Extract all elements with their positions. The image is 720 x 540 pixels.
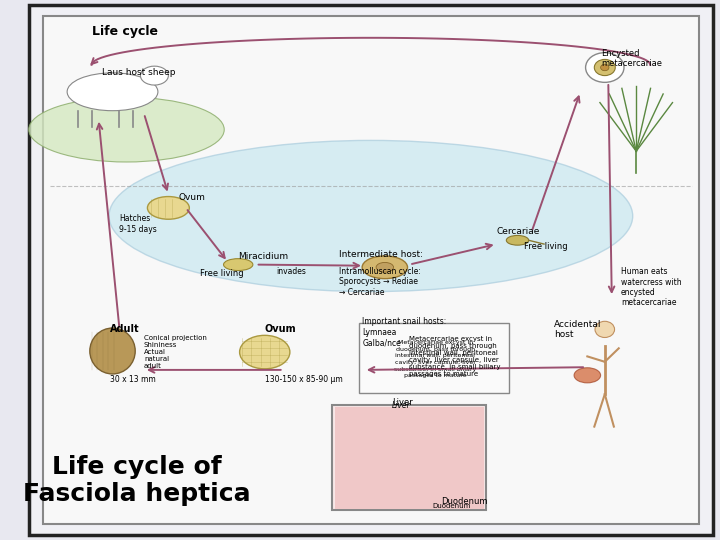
Text: 30 x 13 mm: 30 x 13 mm — [110, 375, 156, 383]
FancyBboxPatch shape — [42, 16, 699, 524]
Ellipse shape — [148, 197, 189, 219]
Text: invades: invades — [276, 267, 307, 275]
Text: Ovum: Ovum — [179, 193, 206, 201]
Text: Metacercariae excyst in
duodenum, pass through
intestinal wall, peritoneal
cavit: Metacercariae excyst in duodenum, pass t… — [409, 336, 501, 377]
Text: Encysted
metacercariae: Encysted metacercariae — [601, 49, 662, 68]
Text: Intermediate host:: Intermediate host: — [339, 251, 423, 259]
Text: Free living: Free living — [524, 242, 568, 251]
FancyBboxPatch shape — [29, 5, 713, 535]
Text: Miracidium: Miracidium — [238, 252, 288, 261]
Text: Ovum: Ovum — [265, 325, 297, 334]
Text: Adult: Adult — [110, 325, 140, 334]
Ellipse shape — [595, 321, 615, 338]
Ellipse shape — [600, 64, 609, 71]
Text: Important snail hosts:
Lymnaea
Galba/nce: Important snail hosts: Lymnaea Galba/nce — [362, 317, 446, 347]
Text: Cercariae: Cercariae — [497, 227, 540, 235]
FancyBboxPatch shape — [335, 407, 484, 509]
Text: Hatches
9-15 days: Hatches 9-15 days — [120, 214, 157, 234]
Text: Metacercariae excyst in
duodenum, pass through
intestinal wall, peritoneal
cavit: Metacercariae excyst in duodenum, pass t… — [394, 340, 476, 378]
Text: Actual
natural
adult: Actual natural adult — [144, 349, 169, 369]
Ellipse shape — [376, 262, 394, 272]
FancyBboxPatch shape — [333, 405, 486, 510]
Text: Liver: Liver — [392, 401, 410, 410]
Ellipse shape — [109, 140, 633, 292]
Ellipse shape — [362, 256, 408, 279]
Ellipse shape — [594, 59, 616, 76]
Text: Free living: Free living — [199, 269, 243, 278]
Text: Duodenum: Duodenum — [441, 497, 487, 505]
Ellipse shape — [585, 52, 624, 82]
Text: Life cycle: Life cycle — [91, 25, 158, 38]
Text: Liver: Liver — [392, 398, 413, 407]
Ellipse shape — [574, 368, 600, 383]
Text: Duodenum: Duodenum — [432, 503, 471, 509]
Ellipse shape — [387, 344, 403, 353]
Text: Conical projection
Shininess: Conical projection Shininess — [144, 335, 207, 348]
Text: Life cycle of
Fasciola heptica: Life cycle of Fasciola heptica — [23, 455, 251, 507]
Ellipse shape — [374, 337, 417, 360]
Ellipse shape — [140, 66, 168, 85]
FancyBboxPatch shape — [359, 323, 509, 393]
Text: 130-150 x 85-90 μm: 130-150 x 85-90 μm — [265, 375, 343, 383]
Text: Intramolluscan cycle:
Sporocysts → Rediae
→ Cercariae: Intramolluscan cycle: Sporocysts → Redia… — [339, 267, 421, 297]
Text: Accidental
host: Accidental host — [554, 320, 601, 339]
Ellipse shape — [90, 328, 135, 374]
Ellipse shape — [223, 259, 253, 271]
Ellipse shape — [240, 335, 290, 369]
Ellipse shape — [67, 73, 158, 111]
Ellipse shape — [506, 235, 528, 245]
Text: Human eats
watercress with
encysted
metacercariae: Human eats watercress with encysted meta… — [621, 267, 681, 307]
Ellipse shape — [29, 97, 224, 162]
Text: Laus host sheep: Laus host sheep — [102, 69, 176, 77]
